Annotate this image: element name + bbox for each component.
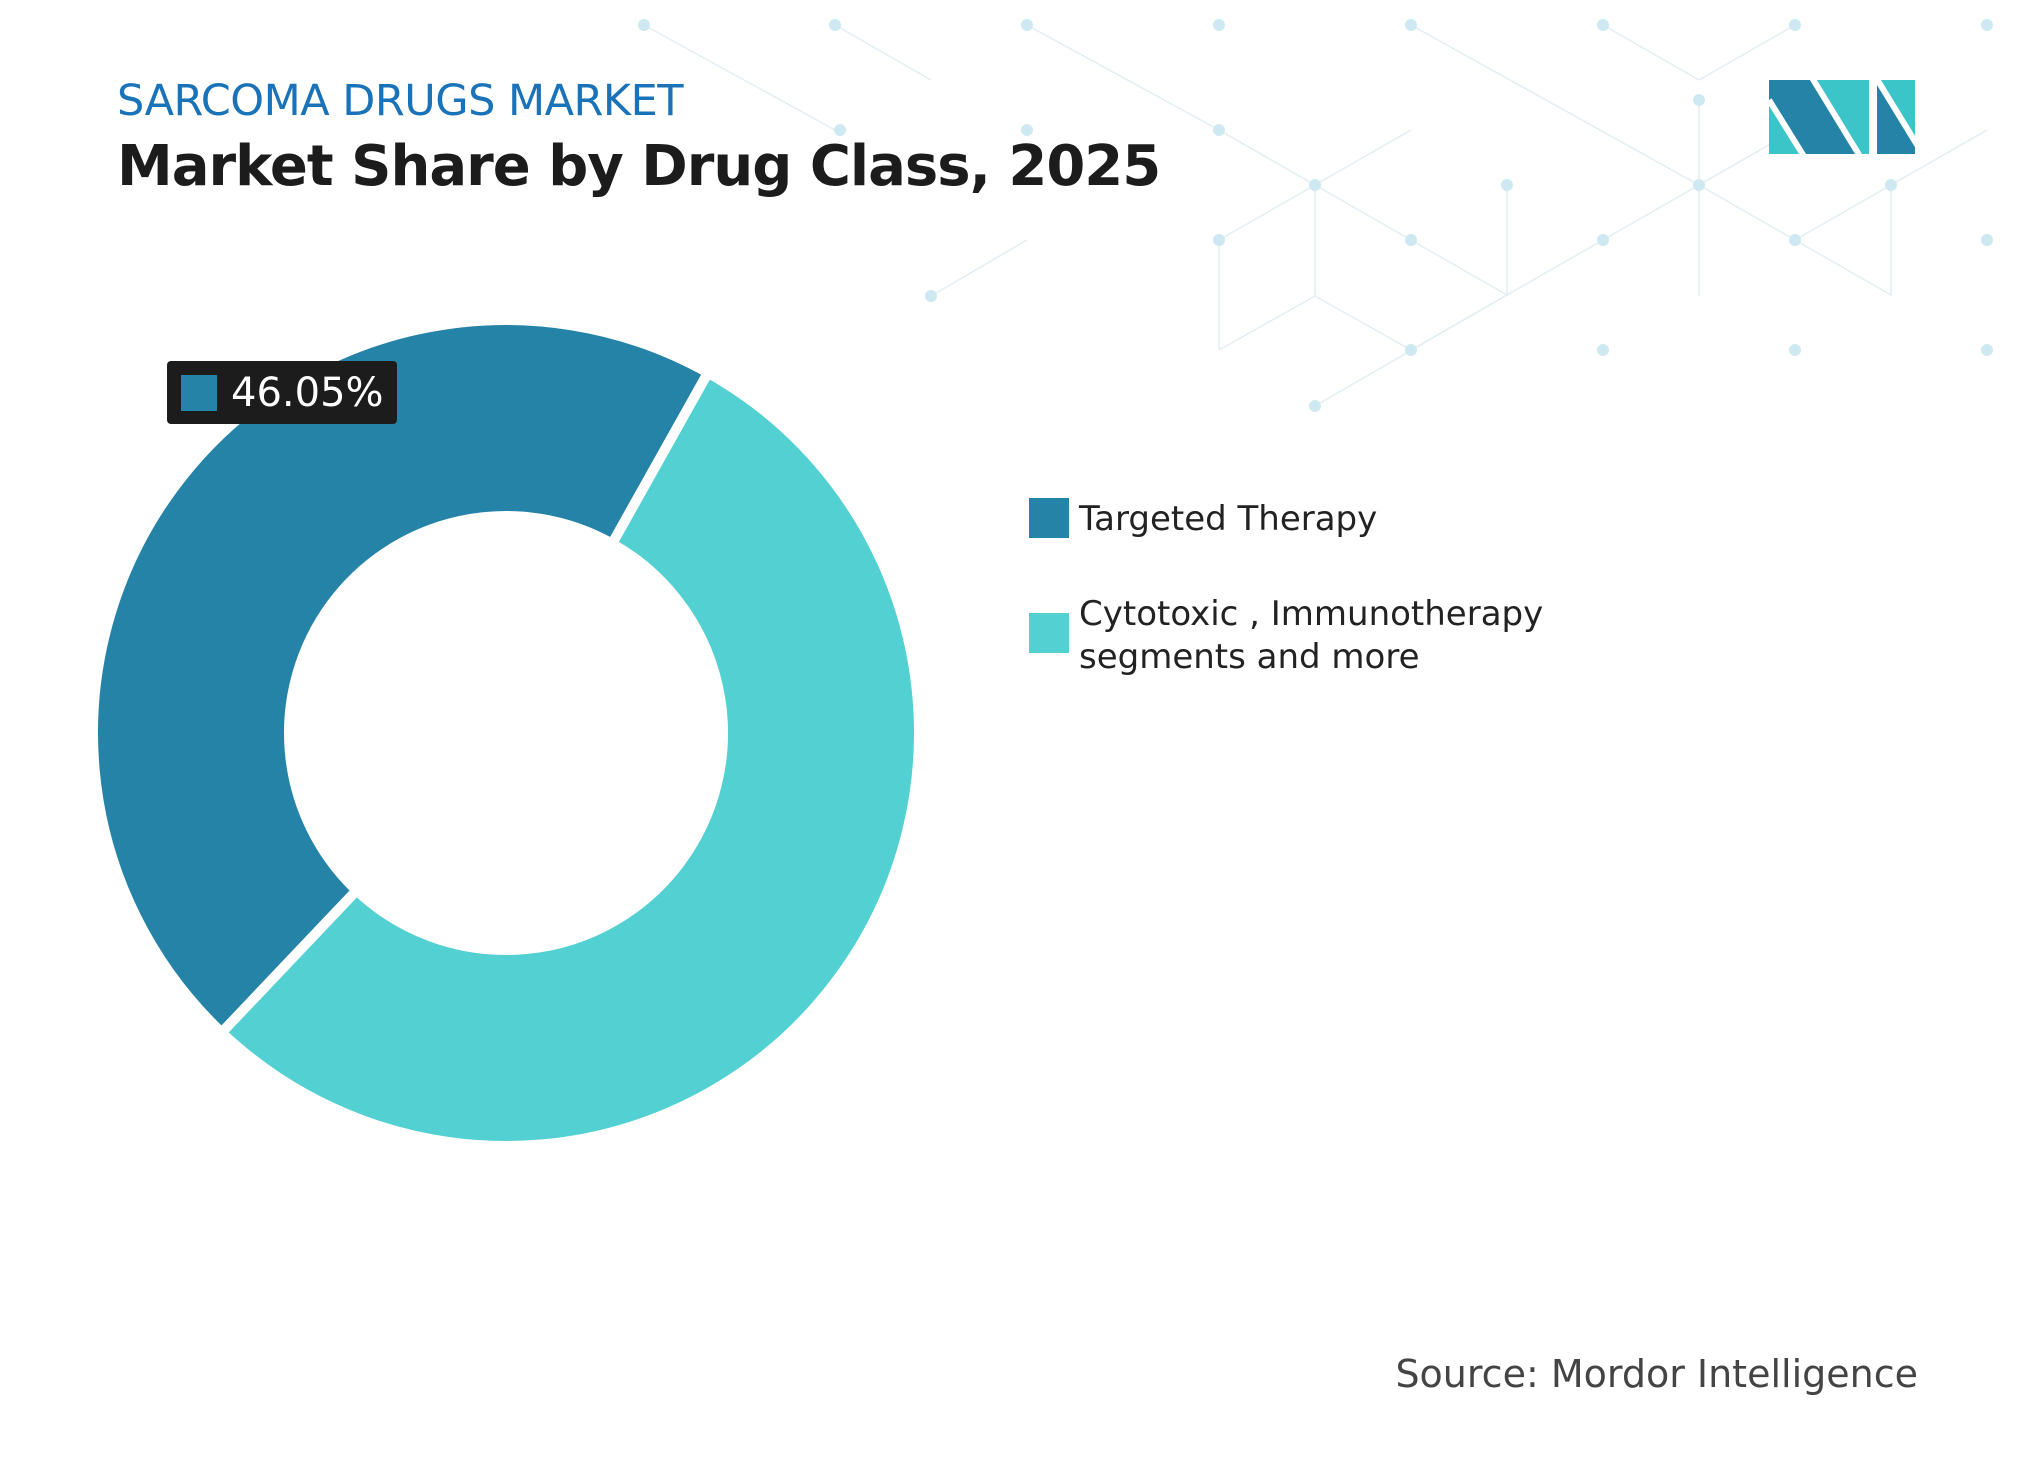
pattern-dot bbox=[1213, 124, 1225, 136]
legend-label: Targeted Therapy bbox=[1079, 499, 1378, 539]
pattern-line bbox=[1698, 24, 1796, 81]
pattern-dot bbox=[1693, 94, 1705, 106]
pattern-dot bbox=[1981, 344, 1993, 356]
pattern-dot bbox=[1021, 19, 1033, 31]
source-note: Source: Mordor Intelligence bbox=[1395, 1352, 1918, 1396]
legend-swatch bbox=[1029, 613, 1069, 653]
pattern-dot bbox=[1885, 179, 1897, 191]
pattern-line bbox=[1314, 295, 1412, 351]
data-label-text: 46.05% bbox=[231, 369, 384, 416]
pattern-dot bbox=[1981, 19, 1993, 31]
pattern-dot bbox=[638, 19, 650, 31]
pattern-dot bbox=[1309, 400, 1321, 412]
donut-slice-targeted-therapy bbox=[88, 315, 715, 1040]
pattern-dot bbox=[1405, 19, 1417, 31]
data-label-targeted-therapy: 46.05% bbox=[167, 361, 397, 424]
chart-title: Market Share by Drug Class, 2025 bbox=[117, 134, 1161, 199]
legend-label: Cytotoxic , Immunotherapy segments and m… bbox=[1079, 594, 1544, 677]
mordor-logo bbox=[1769, 80, 1915, 154]
pattern-line bbox=[834, 24, 932, 81]
pattern-line bbox=[1410, 24, 1700, 186]
legend: Targeted Therapy Cytotoxic , Immunothera… bbox=[1029, 498, 1599, 731]
pattern-line bbox=[1218, 129, 1316, 186]
pattern-dot bbox=[1213, 234, 1225, 246]
pattern-dot bbox=[1597, 344, 1609, 356]
legend-item-targeted-therapy: Targeted Therapy bbox=[1029, 498, 1599, 541]
pattern-dot bbox=[1405, 344, 1417, 356]
legend-swatch bbox=[1029, 498, 1069, 538]
pattern-dot bbox=[1981, 234, 1993, 246]
pattern-line bbox=[1218, 295, 1316, 351]
pattern-line bbox=[1026, 24, 1220, 131]
pattern-dot bbox=[1693, 179, 1705, 191]
pattern-dot bbox=[1213, 19, 1225, 31]
pattern-dot bbox=[1309, 179, 1321, 191]
donut-slice-cytotoxic-immunotherapy bbox=[214, 365, 924, 1151]
pattern-dot bbox=[1789, 19, 1801, 31]
pattern-dot bbox=[925, 290, 937, 302]
data-label-swatch bbox=[181, 374, 217, 411]
pattern-dot bbox=[1405, 234, 1417, 246]
pattern-line bbox=[930, 239, 1028, 297]
pattern-dot bbox=[834, 124, 846, 136]
pattern-line bbox=[643, 24, 836, 131]
pattern-dot bbox=[829, 19, 841, 31]
pattern-dot bbox=[1789, 234, 1801, 246]
pattern-dot bbox=[1597, 19, 1609, 31]
pattern-dot bbox=[1501, 179, 1513, 191]
pattern-dot bbox=[1789, 344, 1801, 356]
pattern-dot bbox=[1597, 234, 1609, 246]
legend-item-cytotoxic-immunotherapy: Cytotoxic , Immunotherapy segments and m… bbox=[1029, 593, 1599, 679]
chart-kicker: SARCOMA DRUGS MARKET bbox=[117, 76, 684, 126]
pattern-dot bbox=[1021, 124, 1033, 136]
pattern-line bbox=[1602, 24, 1700, 81]
